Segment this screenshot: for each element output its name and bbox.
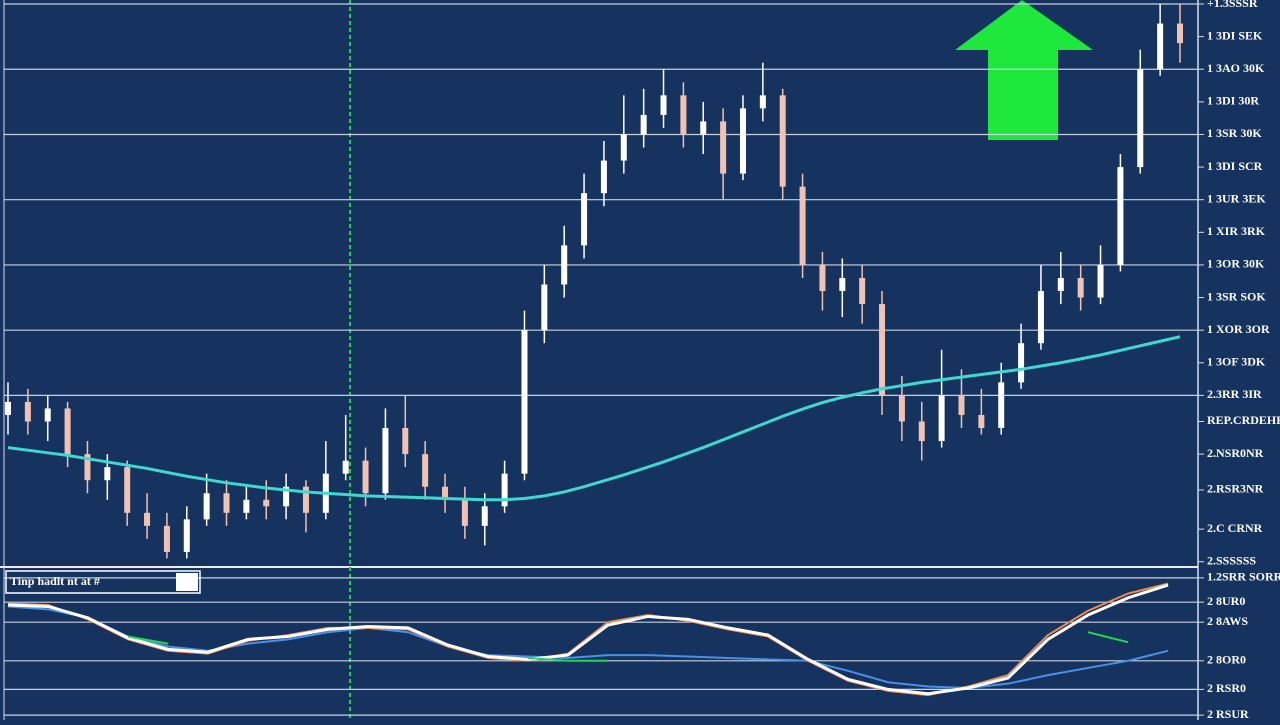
up-arrow [955, 0, 1093, 140]
main-panel: +1.3SSSR 1 3DI SEK 1 3AO 30K 1 3DI 30R 1 3SR… [4, 0, 1280, 567]
candle-body [938, 395, 945, 442]
y-tick-label: 1 3OF 3DK [1207, 355, 1266, 369]
candle-body [660, 95, 667, 115]
y-tick-label: 2 8UR0 [1207, 594, 1245, 608]
candle-body [1137, 69, 1144, 168]
candle-body [422, 454, 429, 487]
y-tick-label: 2.NSR0NR [1207, 446, 1264, 460]
indicator-line [7, 583, 1169, 696]
candle-body [859, 277, 866, 305]
candle-body [700, 121, 707, 135]
y-tick-label: 2.3RR 3IR [1207, 387, 1262, 401]
candle-body [104, 467, 111, 481]
candle-body [1057, 277, 1064, 292]
y-tick-label: 1 3OR 30K [1207, 257, 1265, 271]
candle-body [64, 408, 71, 455]
y-tick-label: +1.3SSSR [1207, 0, 1258, 10]
candle-body [680, 95, 687, 135]
candle-body [640, 114, 647, 135]
candle-body [759, 95, 766, 109]
candle-body [402, 428, 409, 455]
candle-body [779, 95, 786, 187]
candle-body [1177, 23, 1183, 44]
candle-body [1018, 343, 1025, 383]
candle-body [521, 330, 528, 474]
candle-body [541, 284, 548, 331]
y-tick-label: 2.C CRNR [1207, 521, 1263, 535]
y-tick-label: 1 3SR SOK [1207, 289, 1266, 303]
candle-body [1037, 291, 1044, 344]
label-box [5, 570, 201, 594]
candle-body [461, 499, 468, 526]
candle-body [342, 460, 349, 474]
y-tick-label: 1 3AO 30K [1207, 61, 1265, 75]
candle-body [283, 486, 290, 507]
candle-body [918, 421, 925, 442]
candle-body [958, 395, 965, 415]
candle-body [163, 525, 170, 552]
candle-body [302, 486, 309, 513]
candle-body [382, 428, 389, 494]
candle-body [481, 506, 488, 526]
y-tick-label: 1 3UR 3EK [1207, 191, 1266, 205]
candle-body [561, 245, 568, 285]
y-tick-label: REP.CRDEHR [1207, 413, 1280, 427]
y-tick-label: 1 3DI 30R [1207, 94, 1259, 108]
y-tick-label: 2 RSUR [1207, 707, 1249, 720]
y-tick-label: 1 3DI SCR [1207, 159, 1263, 173]
candle-body [124, 467, 131, 513]
candle-body [879, 304, 886, 396]
candle-body [998, 382, 1005, 429]
moving-average [7, 335, 1181, 502]
candle-body [5, 401, 11, 415]
candle-body [84, 454, 91, 481]
candle-body [799, 186, 806, 265]
y-tick-label: 1 XOR 3OR [1207, 322, 1270, 336]
candle-body [223, 493, 230, 513]
y-tick-label: 2 8AWS [1207, 614, 1248, 628]
candle-body [720, 121, 727, 174]
y-tick-label: 2.RSR3NR [1207, 482, 1264, 496]
candle-body [819, 264, 826, 292]
candle-body [978, 414, 985, 429]
candle-body [600, 160, 607, 194]
candle-body [1157, 23, 1164, 70]
candle-body [442, 486, 449, 500]
label-box-text: Tinp hadlt nt at # [10, 574, 100, 588]
candle-body [24, 401, 31, 422]
candle-body [263, 499, 270, 507]
candle-body [501, 473, 508, 507]
candle-body [203, 493, 210, 520]
candle-body [44, 408, 51, 422]
y-tick-label: 1 3SR 30K [1207, 126, 1262, 140]
label-box-swatch [176, 573, 198, 591]
y-tick-label: 2 8OR0 [1207, 653, 1246, 667]
candle-body [839, 277, 846, 292]
y-tick-label: 1 3DI SEK [1207, 28, 1263, 42]
indicator-panel: 1.2SRR SORR 2 8UR0 2 8AWS 2 8OR0 2 RSR0 2 RSU… [4, 570, 1280, 721]
candle-body [183, 519, 190, 552]
candle-body [1097, 264, 1104, 298]
y-tick-label: 1.2SRR SORR [1207, 570, 1280, 584]
y-tick-label: 2 RSR0 [1207, 681, 1246, 695]
y-tick-label: 1 XIR 3RK [1207, 224, 1266, 238]
candle-body [1077, 277, 1084, 298]
candle-body [243, 499, 250, 513]
candle-body [898, 395, 905, 422]
candle-body [362, 460, 369, 494]
candle-body [581, 193, 588, 246]
indicator-line [127, 631, 1129, 662]
candle-body [144, 512, 151, 526]
candle-body [739, 108, 746, 174]
candle-body [620, 134, 627, 161]
candle-body [1117, 167, 1124, 265]
y-tick-label: 2.SSSSSS [1207, 553, 1256, 567]
